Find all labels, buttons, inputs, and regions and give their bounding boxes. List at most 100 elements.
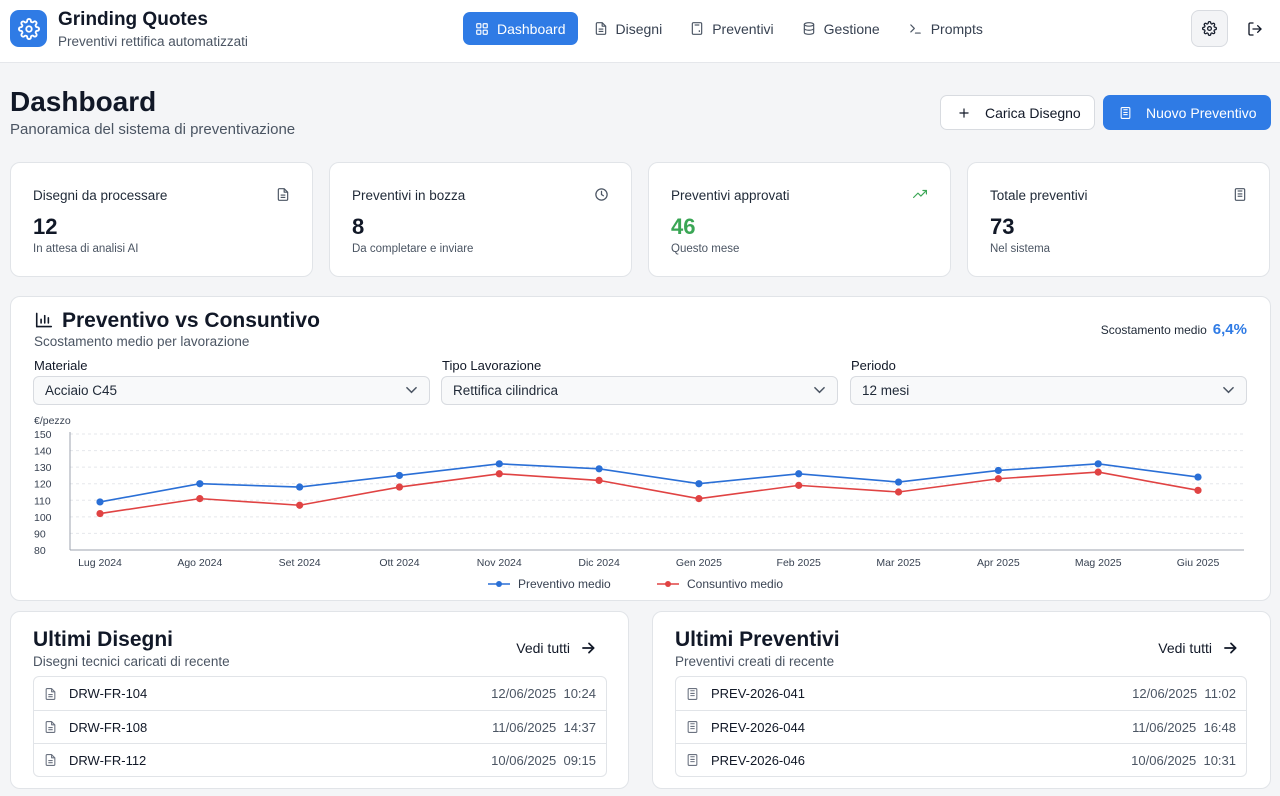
calculator-icon — [687, 687, 698, 700]
recent-quotes-card: Ultimi Preventivi Preventivi creati di r… — [652, 611, 1271, 789]
recent-quotes-title: Ultimi Preventivi — [675, 628, 840, 651]
machining-type-select[interactable]: Rettifica cilindrica — [441, 376, 838, 405]
drawing-date: 11/06/2025 14:37 — [492, 719, 596, 735]
data-point — [495, 470, 503, 478]
main-nav: Dashboard Disegni Preventivi Gestione Pr… — [463, 12, 999, 45]
calculator-icon — [687, 721, 698, 733]
x-tick-label: Apr 2025 — [977, 557, 1020, 569]
legend-marker — [496, 581, 502, 587]
data-point — [395, 483, 404, 491]
y-tick-label: 110 — [34, 495, 51, 507]
stat-card-approved-quotes[interactable]: Preventivi approvati 46 Questo mese — [648, 162, 951, 277]
chevron-down-icon — [406, 386, 417, 394]
logout-icon — [1247, 21, 1262, 36]
period-filter-label: Periodo — [851, 358, 896, 373]
data-point — [1094, 468, 1102, 476]
average-deviation-label: Scostamento medio — [1100, 323, 1207, 337]
data-point — [96, 509, 104, 518]
quote-name: PREV-2026-041 — [711, 686, 805, 701]
file-icon — [45, 721, 56, 733]
data-point — [196, 495, 204, 503]
gear-icon — [17, 17, 40, 40]
y-axis-unit-label: €/pezzo — [34, 415, 71, 427]
stat-card-draft-quotes[interactable]: Preventivi in bozza 8 Da completare e in… — [329, 162, 632, 277]
list-item[interactable]: DRW-FR-112 10/06/2025 09:15 — [34, 743, 606, 776]
period-select-value: 12 mesi — [862, 383, 910, 398]
data-point — [395, 471, 404, 480]
app-logo[interactable] — [10, 10, 47, 47]
nav-item-dashboard[interactable]: Dashboard — [463, 12, 578, 45]
list-item[interactable]: PREV-2026-046 10/06/2025 10:31 — [676, 743, 1246, 776]
machining-filter-label: Tipo Lavorazione — [442, 358, 542, 373]
series-line — [99, 471, 1199, 515]
list-item[interactable]: PREV-2026-041 12/06/2025 11:02 — [676, 677, 1246, 710]
y-tick-label: 80 — [34, 545, 46, 557]
see-all-quotes-link[interactable]: Vedi tutti — [1158, 640, 1237, 656]
chevron-down-icon — [814, 386, 825, 394]
upload-drawing-button[interactable]: Carica Disegno — [940, 95, 1095, 130]
file-icon — [595, 22, 606, 35]
material-select-value: Acciaio C45 — [45, 383, 118, 398]
quote-date: 12/06/2025 11:02 — [1132, 686, 1236, 701]
quote-date: 10/06/2025 10:31 — [1131, 752, 1236, 768]
average-deviation: Scostamento medio 6,4% — [1101, 321, 1247, 338]
quote-date: 11/06/2025 16:48 — [1132, 719, 1236, 735]
recent-quotes-subtitle: Preventivi creati di recente — [675, 654, 835, 669]
x-tick-label: Ott 2024 — [379, 557, 419, 569]
drawing-name: DRW-FR-112 — [69, 752, 147, 768]
stat-value: 73 — [990, 214, 1015, 239]
logout-button[interactable] — [1236, 10, 1273, 47]
calculator-icon — [1120, 106, 1131, 119]
grid-icon — [476, 22, 488, 35]
data-point — [994, 475, 1002, 483]
calculator-icon — [1234, 188, 1246, 201]
nav-item-label: Preventivi — [712, 20, 774, 37]
arrow-right-icon — [582, 642, 595, 654]
x-tick-label: Ago 2024 — [177, 557, 222, 569]
nav-item-label: Gestione — [823, 20, 880, 37]
calculator-icon — [687, 754, 698, 766]
settings-button[interactable] — [1191, 10, 1228, 47]
legend-marker — [665, 581, 671, 587]
recent-quotes-list: PREV-2026-041 12/06/2025 11:02 PREV-2026… — [675, 676, 1247, 777]
stat-label: Preventivi approvati — [671, 188, 790, 203]
stat-card-total-quotes[interactable]: Totale preventivi 73 Nel sistema — [967, 162, 1270, 277]
drawing-name: DRW-FR-108 — [69, 719, 148, 735]
new-quote-button[interactable]: Nuovo Preventivo — [1103, 95, 1271, 130]
machining-type-select-value: Rettifica cilindrica — [453, 383, 559, 398]
list-item[interactable]: PREV-2026-044 11/06/2025 16:48 — [676, 710, 1246, 743]
list-item[interactable]: DRW-FR-104 12/06/2025 10:24 — [34, 677, 606, 710]
nav-item-preventivi[interactable]: Preventivi — [678, 12, 785, 45]
data-point — [1094, 460, 1102, 468]
data-point — [795, 470, 803, 478]
stat-note: Nel sistema — [990, 243, 1051, 255]
data-point — [595, 465, 603, 473]
data-point — [695, 480, 703, 488]
quote-name: PREV-2026-046 — [711, 752, 805, 768]
period-select[interactable]: 12 mesi — [850, 376, 1247, 405]
nav-item-prompts[interactable]: Prompts — [896, 12, 995, 45]
recent-drawings-title: Ultimi Disegni — [33, 628, 174, 651]
arrow-right-icon — [1224, 642, 1237, 654]
stat-card-drawings-to-process[interactable]: Disegni da processare 12 In attesa di an… — [10, 162, 313, 277]
data-point — [196, 480, 204, 488]
drawing-name: DRW-FR-104 — [69, 686, 148, 701]
nav-item-disegni[interactable]: Disegni — [582, 12, 675, 45]
nav-item-gestione[interactable]: Gestione — [790, 12, 892, 45]
bar-chart-icon — [35, 312, 53, 328]
x-tick-label: Dic 2024 — [578, 557, 620, 569]
list-item[interactable]: DRW-FR-108 11/06/2025 14:37 — [34, 710, 606, 743]
gear-icon — [1202, 21, 1217, 36]
page-subtitle: Panoramica del sistema di preventivazion… — [10, 121, 296, 138]
line-chart: €/pezzo 80 90 100 110 120 130 140 150 Lug 2024 Ago… — [34, 415, 1244, 591]
x-tick-label: Gen 2025 — [676, 557, 722, 569]
stat-note: In attesa di analisi AI — [33, 243, 139, 255]
stat-value: 8 — [352, 214, 365, 239]
nav-item-label: Dashboard — [497, 20, 566, 37]
data-point — [595, 476, 603, 484]
see-all-drawings-link[interactable]: Vedi tutti — [516, 640, 595, 656]
y-tick-label: 120 — [34, 479, 52, 491]
material-select[interactable]: Acciaio C45 — [33, 376, 430, 405]
see-all-label: Vedi tutti — [516, 640, 570, 656]
data-point — [795, 481, 803, 489]
